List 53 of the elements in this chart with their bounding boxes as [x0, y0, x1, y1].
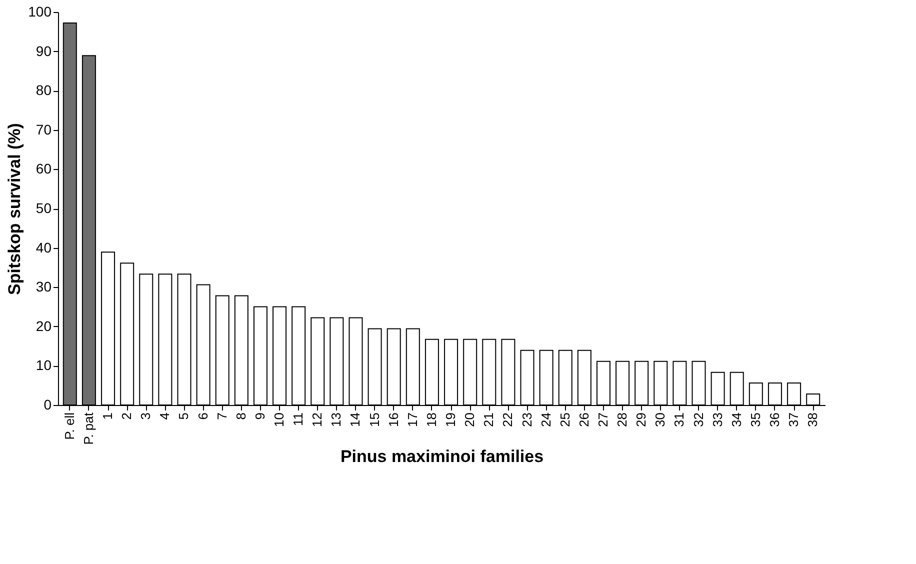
- x-tick-label: 18: [424, 412, 439, 427]
- x-tick-label: 21: [481, 412, 496, 427]
- y-tick-label: 30: [36, 278, 52, 295]
- x-tick-label: P. pat: [80, 412, 96, 445]
- x-tick-label: 25: [557, 412, 572, 427]
- y-tick-label: 60: [36, 160, 52, 177]
- x-tick-label: 34: [728, 412, 744, 427]
- x-tick-label: 8: [233, 412, 248, 420]
- x-tick-label: 14: [348, 412, 363, 427]
- x-tick-label: 4: [157, 412, 172, 420]
- x-tick-label: 37: [786, 412, 802, 427]
- y-tick-label: 0: [44, 396, 52, 412]
- x-tick-label: 22: [500, 412, 516, 427]
- y-tick-label: 40: [36, 239, 52, 256]
- y-axis-title: Spitskop survival (%): [5, 123, 24, 295]
- y-tick-label: 10: [36, 357, 52, 374]
- x-tick-label: 15: [366, 412, 382, 427]
- y-tick-label: 100: [28, 4, 52, 20]
- x-tick-label: 10: [272, 412, 287, 427]
- y-tick-label: 50: [36, 200, 52, 216]
- x-tick-label: 3: [138, 412, 154, 420]
- x-tick-label: 5: [176, 412, 192, 420]
- x-tick-label: 32: [690, 412, 706, 427]
- x-tick-label: 6: [195, 412, 210, 420]
- x-tick-label: 12: [310, 412, 325, 427]
- y-tick-label: 20: [36, 318, 52, 334]
- x-tick-label: 24: [538, 412, 554, 427]
- x-tick-label: 16: [386, 412, 401, 427]
- x-tick-label: 11: [290, 412, 306, 426]
- x-tick-label: P. ell: [62, 412, 77, 440]
- x-tick-label: 28: [614, 412, 630, 427]
- x-tick-label: 7: [214, 412, 230, 420]
- x-tick-label: 38: [805, 412, 820, 427]
- x-tick-label: 13: [328, 412, 344, 427]
- y-tick-label: 80: [36, 82, 52, 98]
- x-tick-label: 17: [404, 412, 420, 427]
- x-tick-label: 1: [100, 412, 116, 420]
- x-tick-label: 30: [652, 412, 668, 427]
- x-tick-label: 29: [634, 412, 649, 427]
- x-tick-label: 31: [672, 412, 687, 427]
- x-tick-label: 26: [576, 412, 592, 427]
- y-tick-label: 70: [36, 121, 52, 138]
- x-tick-label: 9: [252, 412, 268, 420]
- y-tick-label: 90: [36, 42, 52, 59]
- x-tick-label: 33: [710, 412, 725, 427]
- x-tick-label: 19: [443, 412, 458, 427]
- x-tick-label: 36: [766, 412, 782, 427]
- x-tick-label: 2: [119, 412, 134, 420]
- x-tick-label: 23: [519, 412, 534, 427]
- x-tick-label: 20: [462, 412, 478, 427]
- x-tick-label: 35: [748, 412, 763, 427]
- x-axis-title: Pinus maximinoi families: [340, 446, 544, 466]
- x-tick-label: 27: [595, 412, 610, 427]
